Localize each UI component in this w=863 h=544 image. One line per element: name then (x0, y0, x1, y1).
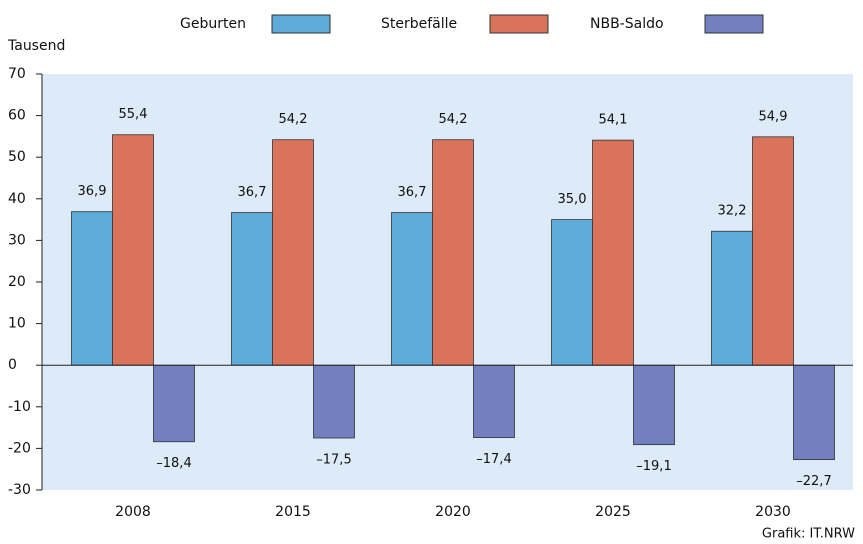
bar (71, 211, 113, 366)
bar (231, 212, 273, 366)
y-tick-label: 30 (8, 232, 26, 248)
y-axis-label: Tausend (7, 38, 65, 54)
data-label: –18,4 (156, 456, 191, 471)
bar (391, 212, 433, 366)
legend-label: Sterbefälle (381, 16, 457, 32)
x-tick-label: 2015 (275, 504, 311, 520)
bar (153, 364, 195, 443)
bar (633, 364, 675, 446)
data-label: 35,0 (558, 192, 587, 207)
y-tick-label: -30 (8, 482, 31, 498)
legend-label: NBB-Saldo (590, 16, 664, 32)
data-label: –17,4 (476, 452, 511, 467)
bar (711, 230, 753, 366)
bar (432, 139, 474, 366)
y-tick-label: 0 (8, 357, 17, 373)
data-label: 36,9 (78, 184, 107, 199)
legend-swatch (489, 14, 549, 34)
y-tick-label: 20 (8, 274, 26, 290)
data-label: 54,2 (279, 112, 308, 127)
legend-swatch (271, 14, 331, 34)
data-label: –17,5 (316, 453, 351, 468)
data-label: 55,4 (119, 107, 148, 122)
y-tick-label: 40 (8, 191, 26, 207)
x-tick-label: 2030 (755, 504, 791, 520)
bar (551, 219, 593, 366)
bar (793, 364, 835, 461)
y-tick-label: -20 (8, 440, 31, 456)
y-tick-label: 50 (8, 149, 26, 165)
y-tick-label: -10 (8, 399, 31, 415)
data-label: –19,1 (636, 459, 671, 474)
data-label: 54,1 (599, 113, 628, 128)
legend-label: Geburten (180, 16, 246, 32)
bar (112, 134, 154, 366)
data-label: 54,2 (439, 112, 468, 127)
y-tick-label: 60 (8, 108, 26, 124)
y-tick-label: 70 (8, 66, 26, 82)
x-tick-label: 2020 (435, 504, 471, 520)
x-tick-label: 2008 (115, 504, 151, 520)
bar (592, 139, 634, 366)
data-label: 36,7 (238, 185, 267, 200)
bar (272, 139, 314, 366)
x-tick-label: 2025 (595, 504, 631, 520)
source: Grafik: IT.NRW (762, 527, 855, 542)
y-tick-label: 10 (8, 316, 26, 332)
bar (473, 364, 515, 438)
legend-swatch (704, 14, 764, 34)
data-label: 54,9 (759, 109, 788, 124)
data-label: 36,7 (398, 185, 427, 200)
data-label: –22,7 (796, 474, 831, 489)
data-label: 32,2 (718, 204, 747, 219)
bar (752, 136, 794, 366)
bar (313, 364, 355, 439)
